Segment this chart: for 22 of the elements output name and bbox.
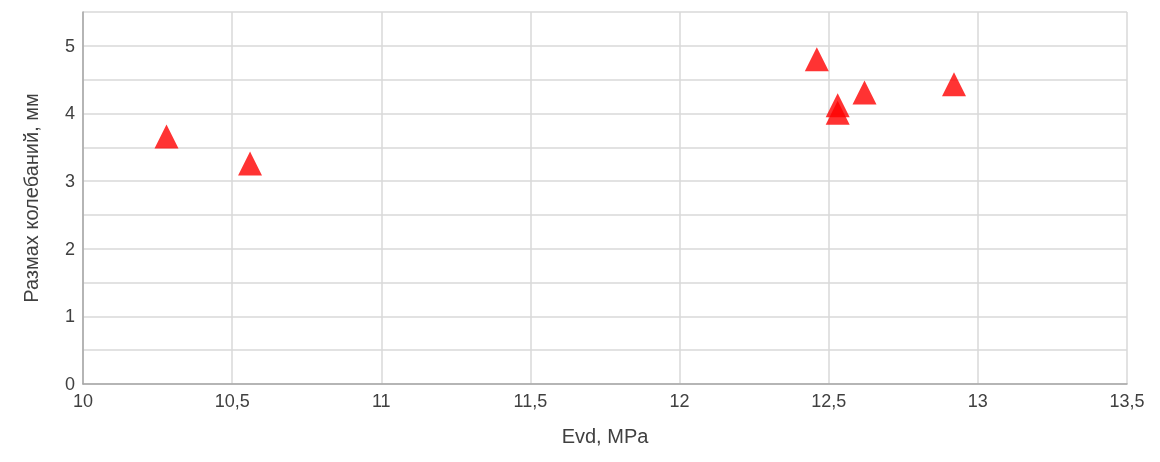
x-tick-label: 13,5 <box>1109 391 1145 411</box>
x-tick-label: 10,5 <box>214 391 250 411</box>
y-tick-label: 2 <box>64 238 75 259</box>
y-tick-label: 1 <box>64 306 75 327</box>
y-tick-label: 0 <box>64 374 75 394</box>
point <box>154 124 179 149</box>
x-tick-label: 13 <box>967 391 988 411</box>
x-tick-label: 10 <box>72 391 94 411</box>
y-tick-label: 4 <box>64 103 75 124</box>
x-axis-title: Evd, MPa <box>561 425 650 447</box>
x-tick-label: 11,5 <box>513 391 548 411</box>
point <box>238 151 263 176</box>
x-tick-label: 12 <box>669 391 690 411</box>
x-tick-label: 12,5 <box>811 391 847 411</box>
point <box>941 72 966 97</box>
point <box>852 80 877 105</box>
point <box>804 47 829 72</box>
x-tick-label: 11 <box>371 391 391 411</box>
y-axis-title: Размах колебаний, мм <box>20 93 42 303</box>
y-tick-label: 3 <box>64 171 75 192</box>
y-tick-label: 5 <box>64 35 75 56</box>
point <box>825 100 850 125</box>
